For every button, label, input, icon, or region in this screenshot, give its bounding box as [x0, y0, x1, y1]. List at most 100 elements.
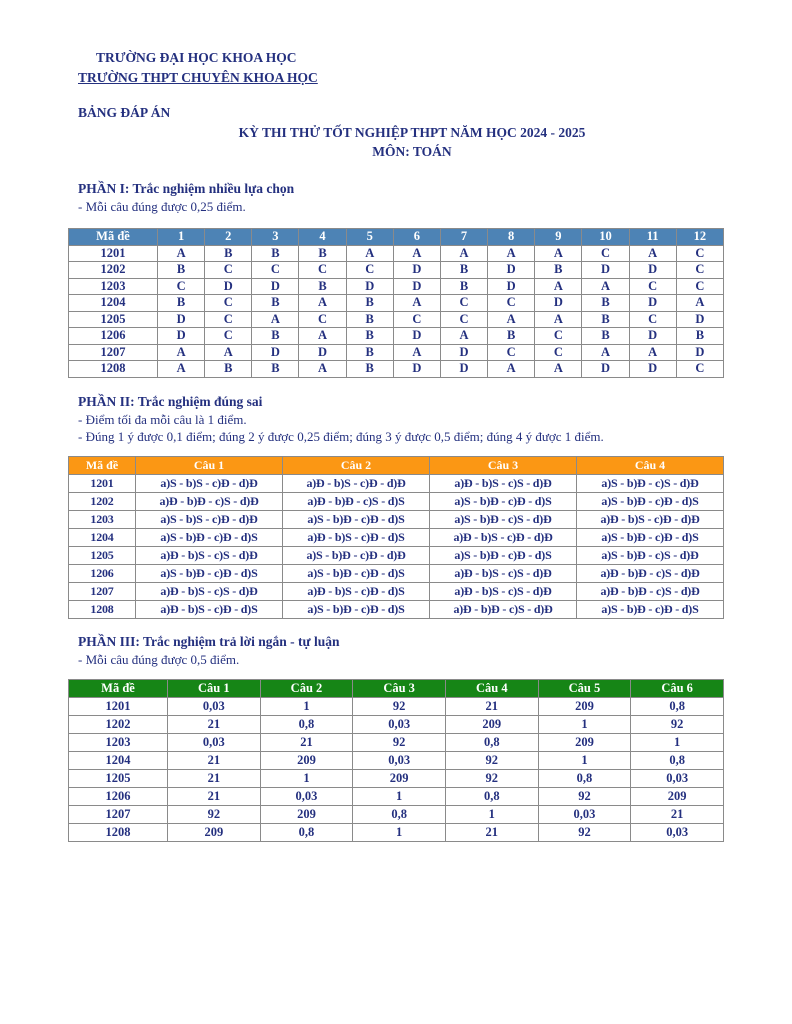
answer-cell: B [345, 294, 394, 312]
table-row: 1202 B C C C C D B D B D D C [68, 261, 725, 279]
answer-cell: A [487, 310, 536, 328]
answer-cell: B [251, 360, 300, 378]
answer-cell: 0,03 [537, 804, 632, 824]
answer-cell: 209 [537, 732, 632, 752]
table-row: 1202 21 0,8 0,03 209 1 92 [68, 714, 724, 734]
exam-code-cell: 1208 [68, 599, 136, 619]
answer-cell: B [675, 327, 725, 345]
answer-cell: B [251, 327, 300, 345]
answer-cell: a)S - b)Đ - c)Đ - d)S [135, 527, 283, 547]
answer-cell: A [534, 277, 583, 295]
table-row: 1208 A B B A B D D A A D D C [68, 360, 725, 378]
answer-cell: 1 [537, 714, 632, 734]
answer-cell: D [487, 277, 536, 295]
table-row: 1203 C D D B D D B D A A C C [68, 277, 725, 295]
answer-cell: a)Đ - b)S - c)S - d)Đ [135, 581, 283, 601]
answer-cell: B [298, 277, 347, 295]
answer-cell: D [675, 343, 725, 361]
answer-cell: C [251, 261, 300, 279]
answer-cell: B [251, 294, 300, 312]
table-row: 1208 209 0,8 1 21 92 0,03 [68, 822, 724, 842]
answer-cell: A [251, 310, 300, 328]
question-column-header: 10 [581, 228, 630, 246]
answer-cell: 1 [259, 696, 354, 716]
answer-cell: D [298, 343, 347, 361]
answer-cell: D [156, 310, 206, 328]
exam-code-cell: 1204 [68, 294, 158, 312]
answer-cell: D [534, 294, 583, 312]
answer-cell: A [581, 277, 630, 295]
answer-cell: B [345, 327, 394, 345]
answer-cell: B [156, 294, 206, 312]
answer-cell: a)Đ - b)Đ - c)S - d)Đ [429, 599, 577, 619]
answer-cell: a)Đ - b)S - c)Đ - d)S [282, 527, 430, 547]
table-row: 1201 0,03 1 92 21 209 0,8 [68, 696, 724, 716]
question-column-header: 8 [487, 228, 536, 246]
answer-cell: a)S - b)Đ - c)Đ - d)Đ [282, 545, 430, 565]
answer-cell: C [487, 294, 536, 312]
exam-code-cell: 1201 [68, 473, 136, 493]
exam-code-cell: 1202 [68, 491, 136, 511]
answer-cell: A [487, 244, 536, 262]
answer-cell: a)Đ - b)S - c)Đ - d)Đ [429, 527, 577, 547]
question-column-header: 7 [439, 228, 489, 246]
answer-cell: C [628, 310, 677, 328]
answer-cell: 92 [630, 714, 724, 734]
answer-cell: 0,03 [630, 768, 724, 788]
org-name-line1: TRƯỜNG ĐẠI HỌC KHOA HỌC [96, 50, 297, 65]
exam-code-cell: 1203 [68, 277, 158, 295]
answer-cell: 1 [259, 768, 354, 788]
part2-heading: PHẦN II: Trắc nghiệm đúng sai [78, 393, 263, 409]
exam-code-cell: 1205 [68, 310, 158, 328]
question-column-header: 11 [628, 228, 677, 246]
question-column-header: 9 [534, 228, 583, 246]
answer-cell: 21 [167, 750, 261, 770]
exam-code-cell: 1204 [68, 527, 136, 547]
document-page: TRƯỜNG ĐẠI HỌC KHOA HỌC TRƯỜNG THPT CHUY… [68, 50, 725, 842]
answer-cell: a)S - b)Đ - c)Đ - d)S [282, 563, 430, 583]
answer-cell: a)S - b)Đ - c)S - d)Đ [576, 545, 724, 565]
question-column-header: 3 [251, 228, 300, 246]
answer-cell: a)S - b)Đ - c)S - d)Đ [576, 473, 724, 493]
answer-cell: C [204, 310, 253, 328]
doc-title: BẢNG ĐÁP ÁN [78, 105, 171, 120]
answer-cell: 1 [352, 786, 446, 806]
exam-code-cell: 1204 [68, 750, 168, 770]
answer-cell: D [581, 360, 630, 378]
answer-cell: a)Đ - b)S - c)S - d)Đ [429, 563, 577, 583]
answer-cell: A [298, 294, 347, 312]
answer-table-true-false: Mã đề Câu 1 Câu 2 Câu 3 Câu 4 1201 a)S - b)S … [68, 455, 724, 619]
answer-cell: C [298, 261, 347, 279]
table-row: 1207 92 209 0,8 1 0,03 21 [68, 804, 724, 824]
answer-cell: D [392, 277, 441, 295]
answer-cell: D [675, 310, 725, 328]
exam-code-cell: 1207 [68, 581, 136, 601]
answer-cell: C [156, 277, 206, 295]
answer-cell: 92 [444, 768, 539, 788]
answer-cell: 0,8 [630, 696, 724, 716]
table-row: 1204 a)S - b)Đ - c)Đ - d)S a)Đ - b)S - c)Đ… [68, 527, 724, 547]
answer-cell: D [439, 360, 489, 378]
exam-code-cell: 1205 [68, 768, 168, 788]
question-column-header: Câu 4 [576, 455, 724, 475]
answer-cell: A [298, 360, 347, 378]
answer-cell: B [581, 294, 630, 312]
answer-cell: 0,03 [259, 786, 354, 806]
table-header-row: Mã đề Câu 1 Câu 2 Câu 3 Câu 4 [68, 455, 724, 475]
exam-code-cell: 1205 [68, 545, 136, 565]
answer-cell: a)S - b)Đ - c)S - d)Đ [429, 509, 577, 529]
answer-cell: a)Đ - b)S - c)S - d)Đ [135, 545, 283, 565]
answer-cell: B [439, 261, 489, 279]
answer-cell: D [581, 261, 630, 279]
answer-cell: a)Đ - b)S - c)S - d)Đ [429, 473, 577, 493]
answer-cell: C [392, 310, 441, 328]
answer-cell: 21 [167, 714, 261, 734]
answer-cell: 92 [537, 786, 632, 806]
table-row: 1206 D C B A B D A B C B D B [68, 327, 725, 345]
answer-cell: B [204, 244, 253, 262]
answer-cell: 0,8 [259, 714, 354, 734]
answer-cell: A [487, 360, 536, 378]
part1-note: - Mỗi câu đúng được 0,25 điểm. [78, 199, 246, 214]
answer-cell: B [581, 327, 630, 345]
answer-cell: 92 [352, 732, 446, 752]
